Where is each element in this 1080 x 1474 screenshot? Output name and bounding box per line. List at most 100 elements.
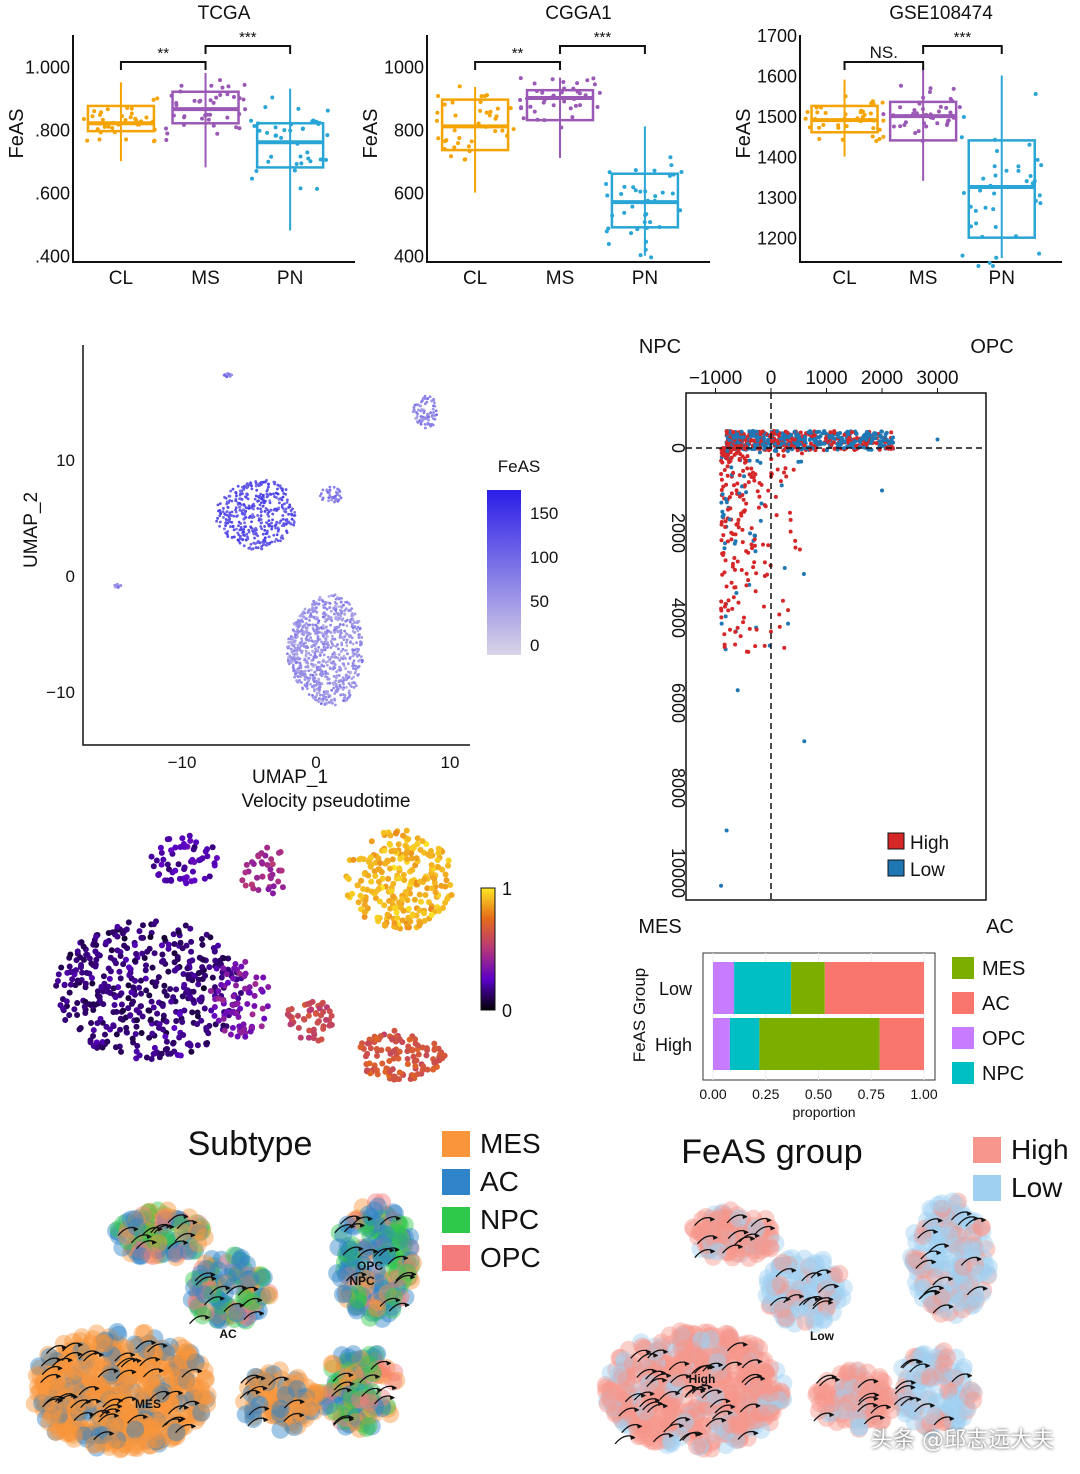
cell-point	[127, 1436, 146, 1455]
cell-point	[120, 961, 127, 968]
colorbar-tick-label: 150	[530, 504, 558, 523]
cell-point	[108, 1430, 127, 1449]
cell-point	[298, 661, 302, 665]
cell-point	[109, 1415, 128, 1434]
cell-point	[286, 498, 289, 502]
data-point	[751, 565, 756, 570]
cell-point	[110, 1023, 117, 1030]
y-axis-label: UMAP_2	[21, 492, 42, 568]
cell-point	[96, 1432, 115, 1451]
cell-point	[410, 1053, 417, 1060]
cell-point	[215, 1017, 222, 1024]
cell-point	[351, 642, 355, 646]
data-point	[757, 450, 762, 455]
cell-point	[67, 981, 74, 988]
cell-point	[61, 982, 68, 989]
cell-point	[246, 535, 249, 539]
cell-point	[295, 1024, 302, 1031]
cell-point	[131, 1247, 150, 1266]
cell-point	[62, 1377, 81, 1396]
cell-point	[240, 511, 244, 515]
data-point	[877, 447, 882, 452]
data-point	[821, 448, 826, 453]
cell-point	[271, 1399, 290, 1418]
cell-point	[223, 527, 226, 531]
cell-point	[337, 625, 341, 629]
data-point	[1038, 201, 1043, 206]
cell-point	[224, 524, 227, 527]
cell-point	[88, 975, 95, 982]
cell-point	[106, 1357, 125, 1376]
cell-point	[281, 487, 284, 491]
cell-point	[296, 643, 300, 647]
corner-label: AC	[986, 916, 1014, 938]
data-point	[606, 226, 611, 231]
cell-point	[129, 1246, 148, 1265]
cell-point	[252, 541, 256, 545]
box	[86, 104, 156, 133]
cell-point	[136, 928, 143, 935]
cell-point	[105, 1385, 124, 1404]
cell-point	[52, 1381, 71, 1400]
data-point	[881, 112, 886, 117]
significance-label: ***	[594, 29, 612, 46]
data-point	[452, 145, 457, 150]
cell-point	[195, 970, 202, 977]
cell-point	[305, 645, 309, 648]
data-point	[629, 231, 634, 236]
cell-point	[129, 1035, 136, 1042]
data-point	[738, 435, 743, 440]
data-point	[994, 149, 999, 154]
data-point	[653, 194, 658, 199]
cell-point	[116, 583, 120, 586]
cell-point	[47, 1422, 66, 1441]
cell-point	[94, 1020, 101, 1027]
cell-point	[329, 661, 333, 665]
data-point	[758, 432, 763, 437]
cell-point	[340, 605, 344, 609]
cell-point	[111, 1001, 118, 1008]
cell-point	[341, 623, 345, 627]
data-point	[518, 76, 523, 81]
data-point	[786, 621, 791, 626]
cell-point	[222, 515, 225, 519]
data-point	[935, 437, 940, 442]
cell-point	[321, 624, 325, 627]
cell-point	[242, 869, 249, 876]
data-point	[1004, 168, 1009, 173]
cell-point	[301, 620, 305, 624]
cell-point	[138, 990, 145, 997]
data-point	[744, 490, 749, 495]
cell-point	[125, 982, 132, 989]
cell-point	[196, 1370, 215, 1389]
cell-point	[156, 1343, 175, 1362]
data-point	[722, 468, 727, 473]
cell-point	[93, 942, 100, 949]
cell-point	[292, 514, 296, 517]
data-point	[211, 100, 216, 105]
cell-point	[338, 494, 342, 498]
data-point	[144, 115, 149, 120]
data-point	[753, 549, 758, 554]
cell-point	[323, 646, 327, 649]
cell-point	[79, 969, 86, 976]
cell-point	[420, 408, 424, 412]
data-point	[746, 480, 751, 485]
cell-point	[257, 518, 261, 522]
cell-point	[156, 1232, 175, 1251]
cell-point	[41, 1396, 60, 1415]
cell-point	[431, 1045, 438, 1052]
cell-point	[113, 1412, 132, 1431]
data-point	[457, 84, 462, 89]
data-point	[731, 430, 736, 435]
data-point	[730, 606, 735, 611]
data-point	[864, 442, 869, 447]
cell-point	[72, 1422, 91, 1441]
data-point	[797, 547, 802, 552]
data-point	[155, 96, 160, 101]
cell-point	[155, 1205, 174, 1224]
cell-point	[401, 877, 408, 884]
data-point	[745, 466, 750, 471]
cell-point	[347, 682, 351, 685]
box	[967, 139, 1036, 239]
